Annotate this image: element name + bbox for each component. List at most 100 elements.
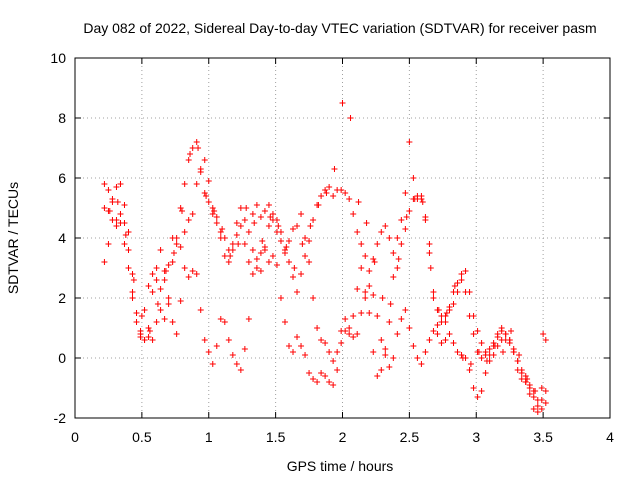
y-axis-label: SDTVAR / TECUs <box>5 182 21 294</box>
data-point <box>153 265 160 271</box>
y-tick-label: 2 <box>58 290 66 306</box>
data-point <box>130 277 137 283</box>
data-point <box>346 196 353 202</box>
data-point <box>273 229 280 235</box>
data-point <box>125 229 132 235</box>
data-point <box>133 319 140 325</box>
data-point <box>323 190 330 196</box>
data-point <box>362 289 369 295</box>
data-point <box>249 271 256 277</box>
data-point <box>221 319 228 325</box>
data-point <box>526 382 533 388</box>
data-point <box>390 274 397 280</box>
data-point <box>406 208 413 214</box>
data-point <box>410 343 417 349</box>
data-point <box>146 328 153 334</box>
data-point <box>330 358 337 364</box>
data-point <box>450 340 457 346</box>
data-point <box>314 379 321 385</box>
data-point <box>165 301 172 307</box>
data-point <box>213 220 220 226</box>
data-point <box>506 337 513 343</box>
data-point <box>201 337 208 343</box>
data-point <box>355 199 362 205</box>
data-point <box>386 235 393 241</box>
data-point <box>411 196 418 202</box>
data-point <box>306 259 313 265</box>
data-point <box>121 241 128 247</box>
data-point <box>490 352 497 358</box>
data-point <box>121 202 128 208</box>
data-point <box>257 214 264 220</box>
data-point <box>318 193 325 199</box>
data-point <box>145 283 152 289</box>
data-point <box>249 211 256 217</box>
data-point <box>290 274 297 280</box>
data-point <box>298 211 305 217</box>
data-point <box>426 337 433 343</box>
data-point <box>342 316 349 322</box>
data-point <box>382 346 389 352</box>
data-point <box>522 379 529 385</box>
data-point <box>189 145 196 151</box>
data-point <box>474 328 481 334</box>
data-point <box>374 313 381 319</box>
y-tick-label: 6 <box>58 170 66 186</box>
data-point <box>203 193 210 199</box>
grid-lines <box>75 58 610 418</box>
data-point <box>137 331 144 337</box>
data-point <box>394 265 401 271</box>
data-point <box>217 229 224 235</box>
data-point <box>318 337 325 343</box>
data-point <box>508 328 515 334</box>
data-point <box>486 346 493 352</box>
data-point <box>283 244 290 250</box>
data-point <box>189 268 196 274</box>
data-point <box>291 265 298 271</box>
data-point <box>219 226 226 232</box>
data-point <box>478 388 485 394</box>
data-point <box>125 247 132 253</box>
data-point <box>177 205 184 211</box>
y-tick-labels: -2 0 2 4 6 8 10 <box>50 50 66 426</box>
data-point <box>498 337 505 343</box>
data-point <box>227 253 234 259</box>
data-point <box>454 280 461 286</box>
data-point <box>154 301 161 307</box>
data-point <box>245 229 252 235</box>
data-point <box>398 241 405 247</box>
data-point <box>253 202 260 208</box>
data-point <box>542 400 549 406</box>
data-point <box>259 238 266 244</box>
data-point <box>418 361 425 367</box>
data-point <box>141 337 148 343</box>
data-point <box>426 250 433 256</box>
data-point <box>217 316 224 322</box>
data-point <box>310 376 317 382</box>
data-point <box>105 187 112 193</box>
data-point <box>514 358 521 364</box>
data-point <box>354 229 361 235</box>
data-point <box>101 181 108 187</box>
data-point <box>114 199 121 205</box>
x-tick-label: 1 <box>205 429 213 445</box>
data-point <box>229 241 236 247</box>
data-point <box>366 283 373 289</box>
data-point <box>322 373 329 379</box>
data-point <box>165 295 172 301</box>
data-point <box>330 193 337 199</box>
data-point <box>298 271 305 277</box>
data-point <box>498 325 505 331</box>
data-point <box>374 241 381 247</box>
data-point <box>518 376 525 382</box>
data-point <box>494 331 501 337</box>
data-point <box>185 274 192 280</box>
data-point <box>181 229 188 235</box>
data-point <box>338 340 345 346</box>
data-point <box>454 289 461 295</box>
data-point <box>414 355 421 361</box>
data-point <box>395 256 402 262</box>
data-point <box>193 139 200 145</box>
data-point <box>491 343 498 349</box>
data-point <box>253 256 260 262</box>
